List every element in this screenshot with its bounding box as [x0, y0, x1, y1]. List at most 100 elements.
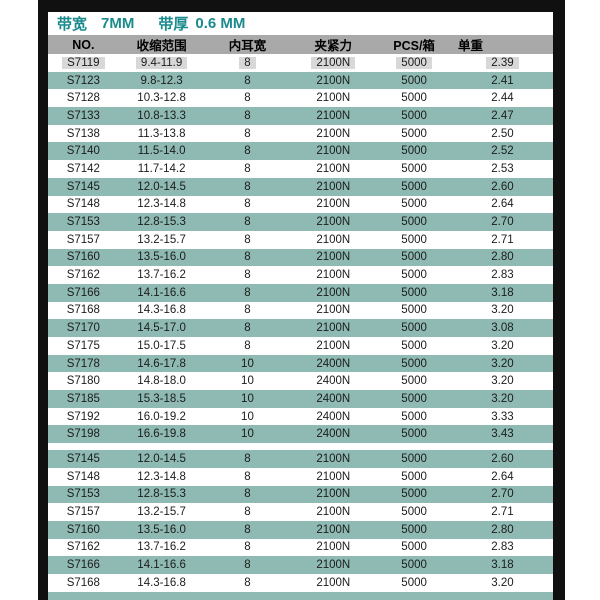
cell-no: S7140 [66, 145, 100, 158]
cell-shrink-range: 15.0-17.5 [137, 339, 186, 352]
section-gap [48, 443, 553, 451]
table-row: S7145 12.0-14.5 8 2100N 5000 2.60 [48, 177, 553, 196]
cell-shrink-range: 15.3-18.5 [137, 392, 186, 405]
cell-clamp-force: 2100N [316, 92, 351, 105]
cell-shrink-range: 11.7-14.2 [137, 162, 186, 175]
cell-no: S7166 [66, 559, 100, 572]
cell-unit-weight: 2.83 [491, 541, 514, 554]
cell-shrink-range: 9.8-12.3 [140, 74, 183, 87]
cell-unit-weight: 3.33 [491, 410, 514, 423]
cell-shrink-range: 16.6-19.8 [137, 428, 186, 441]
cell-clamp-force: 2100N [316, 506, 351, 519]
table-row: S7160 13.5-16.0 8 2100N 5000 2.80 [48, 520, 553, 539]
cell-inner-ear-width: 8 [244, 523, 251, 536]
band-width-label: 带宽 [57, 16, 88, 33]
cell-pcs-per-box: 5000 [401, 92, 427, 105]
table-row: S7192 16.0-19.2 10 2400N 5000 3.33 [48, 407, 553, 426]
cell-clamp-force: 2100N [316, 559, 351, 572]
cell-clamp-force: 2100N [316, 339, 351, 352]
table-row: S7166 14.1-16.6 8 2100N 5000 3.18 [48, 556, 553, 574]
cell-clamp-force: 2100N [290, 56, 376, 69]
cell-pcs-per-box: 5000 [401, 251, 427, 264]
cell-clamp-force: 2100N [316, 74, 351, 87]
cell-clamp-force: 2400N [316, 410, 351, 423]
table-row: S7128 10.3-12.8 8 2100N 5000 2.44 [48, 89, 553, 108]
cell-inner-ear-width: 8 [244, 269, 251, 282]
cell-inner-ear-width: 8 [244, 162, 251, 175]
cell-no: S7133 [66, 109, 100, 122]
cell-no: S7119 [48, 56, 119, 69]
cell-unit-weight: 2.53 [491, 162, 514, 175]
cell-inner-ear-width: 8 [205, 56, 291, 69]
cell-inner-ear-width: 10 [241, 375, 254, 388]
band-width-value: 7MM [101, 15, 135, 32]
cell-no: S7192 [66, 410, 100, 423]
cell-unit-weight: 3.20 [491, 357, 514, 370]
cell-inner-ear-width: 10 [241, 357, 254, 370]
table-row: S7157 13.2-15.7 8 2100N 5000 2.71 [48, 230, 553, 249]
table-title: 带宽 7MM 带厚 0.6 MM [48, 12, 553, 35]
table-row: S7148 12.3-14.8 8 2100N 5000 2.64 [48, 467, 553, 486]
cell-inner-ear-width: 8 [244, 251, 251, 264]
cell-clamp-force: 2100N [316, 286, 351, 299]
cell-clamp-force: 2100N [316, 470, 351, 483]
cell-inner-ear-width: 8 [244, 576, 251, 589]
cell-pcs-per-box: 5000 [401, 452, 427, 465]
column-header-shrink-range: 收缩范围 [136, 39, 187, 53]
cell-shrink-range: 12.0-14.5 [137, 452, 186, 465]
cell-inner-ear-width: 8 [244, 541, 251, 554]
cell-shrink-range: 16.0-19.2 [137, 410, 186, 423]
cell-unit-weight: 3.20 [491, 392, 514, 405]
cell-pcs-per-box: 5000 [401, 286, 427, 299]
cell-pcs-per-box: 5000 [401, 339, 427, 352]
cell-unit-weight: 2.64 [491, 198, 514, 211]
cell-no: S7148 [66, 198, 100, 211]
table-row: S7166 14.1-16.6 8 2100N 5000 3.18 [48, 283, 553, 302]
cell-no: S7157 [66, 506, 100, 519]
cell-pcs-per-box: 5000 [401, 233, 427, 246]
cell-pcs-per-box: 5000 [401, 375, 427, 388]
cell-inner-ear-width: 8 [244, 339, 251, 352]
cell-clamp-force: 2400N [316, 357, 351, 370]
cell-clamp-force: 2400N [316, 428, 351, 441]
cell-inner-ear-width: 8 [244, 452, 251, 465]
cell-pcs-per-box: 5000 [401, 410, 427, 423]
cell-unit-weight: 2.60 [491, 180, 514, 193]
cell-pcs-per-box: 5000 [401, 541, 427, 554]
table-row: S7160 13.5-16.0 8 2100N 5000 2.80 [48, 248, 553, 267]
cell-unit-weight: 2.64 [491, 470, 514, 483]
cell-inner-ear-width: 8 [244, 488, 251, 501]
cell-shrink-range: 10.8-13.3 [137, 109, 186, 122]
table-row: S7175 15.0-17.5 8 2100N 5000 3.20 [48, 337, 553, 355]
table-row: S7153 12.8-15.3 8 2100N 5000 2.70 [48, 213, 553, 231]
cell-no: S7153 [66, 488, 100, 501]
cell-clamp-force: 2100N [316, 576, 351, 589]
cell-inner-ear-width: 8 [244, 127, 251, 140]
cell-inner-ear-width: 8 [244, 145, 251, 158]
cell-unit-weight: 2.80 [491, 251, 514, 264]
cell-inner-ear-width: 10 [241, 410, 254, 423]
table-row: S7185 15.3-18.5 10 2400N 5000 3.20 [48, 390, 553, 408]
cell-shrink-range: 9.4-11.9 [119, 56, 205, 69]
table-row: S7138 11.3-13.8 8 2100N 5000 2.50 [48, 124, 553, 143]
cell-no: S7178 [66, 357, 100, 370]
cell-unit-weight: 2.71 [491, 506, 514, 519]
table-header: NO. 收缩范围 内耳宽 夹紧力 PCS/箱 单重 [48, 35, 553, 54]
cell-no: S7168 [66, 304, 100, 317]
table-row: S7180 14.8-18.0 10 2400N 5000 3.20 [48, 372, 553, 391]
cell-pcs-per-box: 5000 [401, 428, 427, 441]
cell-shrink-range: 10.3-12.8 [137, 92, 186, 105]
cell-pcs-per-box: 5000 [401, 109, 427, 122]
cell-clamp-force: 2100N [316, 452, 351, 465]
cell-no: S7160 [66, 523, 100, 536]
table-row: S7123 9.8-12.3 8 2100N 5000 2.41 [48, 71, 553, 90]
cell-pcs-per-box: 5000 [401, 162, 427, 175]
cell-shrink-range: 13.7-16.2 [137, 541, 186, 554]
column-header-clamp-force: 夹紧力 [314, 39, 353, 53]
cell-shrink-range: 14.5-17.0 [137, 322, 186, 335]
cell-pcs-per-box: 5000 [401, 576, 427, 589]
column-header-no: NO. [72, 37, 95, 52]
cell-shrink-range: 11.5-14.0 [137, 145, 186, 158]
cell-pcs-per-box: 5000 [401, 506, 427, 519]
